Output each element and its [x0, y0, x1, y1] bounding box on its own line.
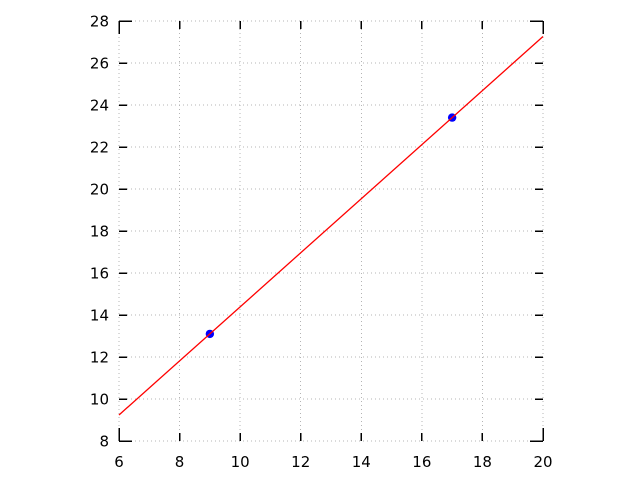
y-tick-label: 24 [90, 96, 109, 114]
x-tick-label: 18 [473, 453, 492, 471]
x-tick-label: 8 [175, 453, 185, 471]
x-tick-label: 14 [352, 453, 371, 471]
y-tick-label: 8 [99, 432, 109, 450]
y-tick-label: 26 [90, 54, 109, 72]
x-tick-label: 20 [533, 453, 552, 471]
y-tick-label: 16 [90, 264, 109, 282]
fit-line [118, 36, 544, 416]
y-tick-label: 14 [90, 306, 109, 324]
y-tick-label: 22 [90, 138, 109, 156]
y-tick-label: 12 [90, 348, 109, 366]
x-tick-label: 16 [412, 453, 431, 471]
x-tick-label: 6 [114, 453, 124, 471]
y-tick-label: 28 [90, 12, 109, 30]
x-tick-label: 12 [291, 453, 310, 471]
y-tick-label: 20 [90, 180, 109, 198]
y-tick-label: 10 [90, 390, 109, 408]
x-tick-label: 10 [231, 453, 250, 471]
y-tick-label: 18 [90, 222, 109, 240]
